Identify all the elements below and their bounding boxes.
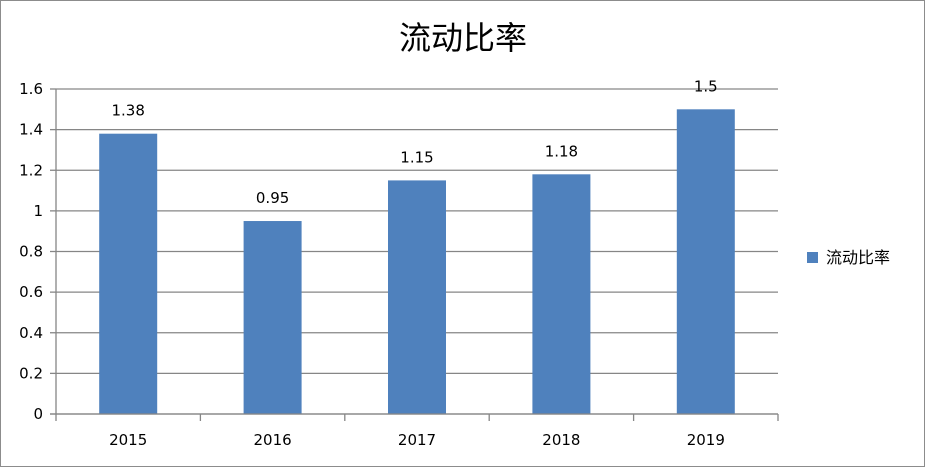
bar-2016 — [243, 221, 302, 414]
legend-label: 流动比率 — [826, 248, 890, 267]
bar-2019 — [676, 109, 735, 414]
bar-2018 — [532, 174, 591, 414]
y-tick-label: 1 — [33, 202, 43, 220]
data-label-2019: 1.5 — [694, 77, 718, 95]
y-tick-label: 1.4 — [19, 121, 43, 139]
legend-swatch — [807, 252, 818, 263]
data-label-2015: 1.38 — [111, 102, 144, 120]
y-tick-label: 0 — [33, 405, 43, 423]
bar-2015 — [99, 133, 158, 414]
x-tick-label: 2018 — [542, 431, 580, 449]
data-label-2017: 1.15 — [400, 148, 433, 166]
x-tick-label: 2017 — [398, 431, 436, 449]
x-tick-label: 2019 — [687, 431, 725, 449]
x-tick-label: 2016 — [254, 431, 292, 449]
y-tick-label: 0.4 — [19, 324, 43, 342]
y-tick-label: 1.6 — [19, 80, 43, 98]
y-tick-label: 0.8 — [19, 243, 43, 261]
legend: 流动比率 — [807, 248, 890, 267]
data-label-2016: 0.95 — [256, 189, 289, 207]
y-tick-label: 1.2 — [19, 161, 43, 179]
data-labels: 1.38 0.95 1.15 1.18 1.5 — [111, 77, 717, 207]
y-tick-label: 0.6 — [19, 283, 43, 301]
y-tick-label: 0.2 — [19, 364, 43, 382]
x-axis-ticks: 2015 2016 2017 2018 2019 — [50, 413, 779, 449]
y-axis-ticks: 0 0.2 0.4 0.6 0.8 1 1.2 1.4 1.6 — [19, 80, 57, 423]
data-label-2018: 1.18 — [545, 142, 578, 160]
chart-title: 流动比率 — [399, 19, 527, 57]
x-tick-label: 2015 — [109, 431, 147, 449]
bars — [99, 109, 735, 414]
bar-2017 — [388, 180, 446, 414]
